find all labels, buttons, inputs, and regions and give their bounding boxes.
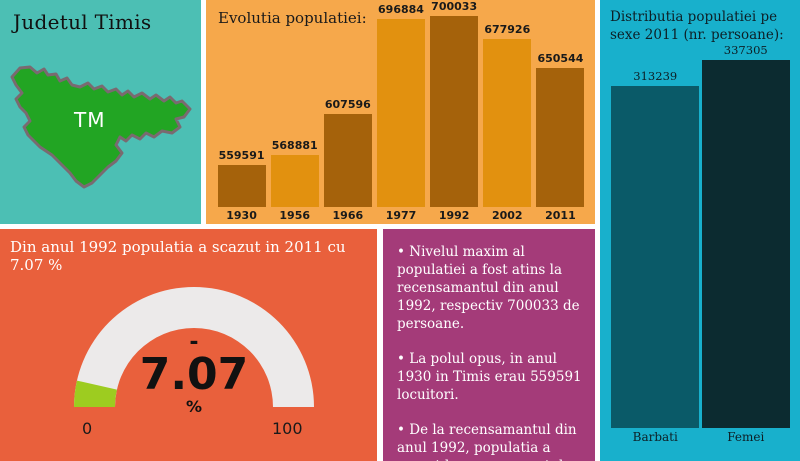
- gauge-title: Din anul 1992 populatia a scazut in 2011…: [10, 238, 346, 274]
- gauge-unit: %: [185, 397, 203, 416]
- gauge-value: 7.07: [139, 349, 249, 400]
- gender-bar: [701, 60, 790, 428]
- evolution-category-label: 2002: [491, 209, 523, 222]
- gauge-readout: - 7.07 %: [108, 330, 280, 416]
- evolution-bar-value-label: 568881: [271, 139, 318, 152]
- timis-county-map-icon: [10, 65, 192, 189]
- gender-chart-xaxis: Barbati Femei: [610, 428, 791, 448]
- evolution-bar: [377, 19, 425, 207]
- key-finding-item: • De la recensamantul din anul 1992, pop…: [397, 422, 577, 461]
- evolution-bar-value-label: 650544: [537, 52, 584, 65]
- evolution-bar: [323, 114, 372, 207]
- region-code-label: TM: [74, 108, 106, 132]
- evolution-bar-group: 677926: [483, 0, 532, 207]
- key-findings-panel: • Nivelul maxim al populatiei a fost ati…: [383, 229, 595, 461]
- evolution-bar-group: 696884: [377, 0, 425, 207]
- evolution-bar: [483, 39, 532, 207]
- gender-chart-title: Distributia populatiei pe sexe 2011 (nr.…: [610, 9, 784, 43]
- evolution-category-label: 1977: [385, 209, 417, 222]
- evolution-bar-value-label: 700033: [431, 0, 478, 13]
- gender-bar-value-label: 337305: [723, 43, 768, 57]
- evolution-category-label: 1956: [279, 209, 311, 222]
- evolution-bar: [217, 165, 266, 207]
- gender-bar-value-label: 313239: [633, 69, 678, 83]
- evolution-category-label: 1992: [438, 209, 470, 222]
- evolution-category-label: 1930: [226, 209, 257, 222]
- map-panel: Judetul Timis TM: [0, 0, 201, 224]
- gender-category-label: Barbati: [632, 430, 678, 444]
- evolution-category-label: 2011: [545, 209, 576, 222]
- key-finding-item: • La polul opus, in anul 1930 in Timis e…: [397, 351, 582, 403]
- evolution-bar-group: 607596: [323, 0, 372, 207]
- evolution-bar-group: 559591: [217, 0, 266, 207]
- evolution-category-label: 1966: [332, 209, 364, 222]
- gender-category-label: Femei: [727, 430, 765, 444]
- evolution-bar-group: 700033: [430, 0, 479, 207]
- gender-chart-plot: 313239 337305: [610, 43, 791, 428]
- evolution-bar-value-label: 696884: [378, 3, 424, 16]
- population-evolution-panel: Evolutia populatiei: 559591 568881 607596 6…: [206, 0, 595, 224]
- page-title: Judetul Timis: [13, 10, 152, 34]
- key-finding-item: • Nivelul maxim al populatiei a fost ati…: [397, 244, 580, 332]
- decline-gauge-chart: [74, 287, 314, 407]
- evolution-bar-group: 650544: [536, 0, 585, 207]
- gauge-sign: -: [189, 330, 199, 355]
- gender-bar: [611, 86, 700, 428]
- decline-gauge-panel: Din anul 1992 populatia a scazut in 2011…: [0, 229, 377, 461]
- evolution-bar-value-label: 607596: [324, 98, 371, 111]
- evolution-bar: [536, 68, 585, 207]
- evolution-chart-xaxis: 1930 1956 1966 1977 1992 2002 2011: [215, 207, 587, 224]
- evolution-bar: [270, 155, 319, 207]
- evolution-chart-title: Evolutia populatiei:: [218, 9, 367, 27]
- evolution-bar: [430, 16, 479, 207]
- gender-bar-group: 313239: [611, 46, 700, 428]
- gender-bar-group: 337305: [701, 43, 790, 428]
- evolution-bar-group: 568881: [270, 0, 319, 207]
- evolution-chart-plot: 559591 568881 607596 696884 700033 677926 6505…: [215, 0, 587, 207]
- gauge-max-tick-label: 100: [272, 419, 303, 438]
- gauge-min-tick-label: 0: [82, 419, 93, 438]
- evolution-bar-value-label: 677926: [484, 23, 531, 36]
- gender-distribution-panel: Distributia populatiei pe sexe 2011 (nr.…: [600, 0, 800, 461]
- evolution-bar-value-label: 559591: [218, 149, 265, 162]
